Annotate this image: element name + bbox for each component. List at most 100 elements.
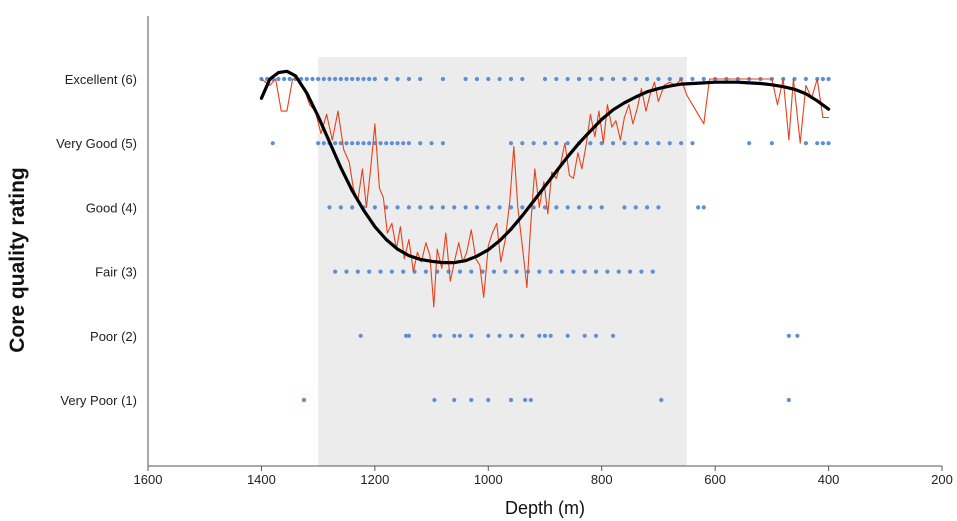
data-point [554, 205, 559, 210]
moving-average-line [260, 78, 830, 308]
data-point [542, 141, 548, 146]
data-point [622, 205, 627, 210]
data-point [559, 269, 565, 274]
data-point [820, 141, 826, 146]
data-point [350, 76, 355, 82]
data-point [304, 76, 309, 82]
data-point [548, 333, 553, 338]
data-point [378, 141, 383, 146]
data-point [367, 269, 372, 274]
data-point [616, 269, 621, 274]
data-point [514, 269, 519, 274]
data-point [622, 141, 627, 146]
x-axis-title: Depth (m) [505, 498, 585, 518]
data-point [701, 76, 706, 82]
data-point [497, 205, 502, 210]
data-point [361, 141, 366, 146]
data-point [452, 333, 457, 338]
data-point [786, 397, 791, 403]
data-point [542, 76, 548, 82]
y-axis-ticks: Very Poor (1) Poor (2) Fair (3) Good (4) Ver… [56, 72, 137, 408]
data-point [820, 76, 826, 82]
data-point [361, 76, 366, 82]
data-point [588, 205, 593, 210]
data-point [491, 269, 497, 274]
x-tick-label: 400 [818, 472, 840, 487]
data-point [795, 333, 800, 338]
data-point [344, 76, 349, 82]
data-point [701, 205, 706, 210]
data-point [826, 141, 831, 146]
data-point [452, 397, 457, 403]
data-point [644, 205, 650, 210]
x-tick-label: 600 [704, 472, 726, 487]
data-point [497, 76, 502, 82]
data-point [622, 76, 627, 82]
data-point [610, 76, 616, 82]
data-point [520, 141, 525, 146]
data-point [350, 141, 355, 146]
data-point [338, 76, 343, 82]
data-point [542, 333, 548, 338]
data-point [644, 141, 650, 146]
data-point [565, 76, 570, 82]
data-point [571, 269, 576, 274]
data-point [523, 397, 528, 403]
data-point [582, 333, 587, 338]
data-point [437, 333, 443, 338]
data-point [406, 141, 411, 146]
data-point [338, 141, 343, 146]
data-point [520, 76, 525, 82]
data-point [537, 333, 542, 338]
data-point [593, 333, 599, 338]
data-point [358, 333, 363, 338]
x-tick-label: 1200 [360, 472, 389, 487]
data-point [406, 76, 411, 82]
data-point [440, 76, 446, 82]
y-tick-label: Excellent (6) [65, 72, 137, 87]
data-point [588, 141, 593, 146]
data-point [344, 269, 349, 274]
series-lines [259, 69, 831, 308]
data-point [656, 141, 661, 146]
data-point [372, 205, 377, 210]
x-tick-label: 800 [591, 472, 613, 487]
data-point [469, 269, 474, 274]
data-point [355, 269, 360, 274]
data-point [644, 76, 650, 82]
data-point [497, 333, 502, 338]
data-point [667, 76, 672, 82]
data-point [355, 141, 360, 146]
data-point [316, 141, 321, 146]
data-point [815, 141, 820, 146]
data-point [696, 205, 701, 210]
data-point [826, 76, 831, 82]
data-point [406, 205, 411, 210]
data-point [384, 76, 389, 82]
data-point [429, 141, 434, 146]
data-point [432, 397, 437, 403]
data-point [554, 76, 559, 82]
data-point [576, 76, 582, 82]
data-point [659, 397, 664, 403]
data-point [610, 333, 616, 338]
data-point [333, 76, 338, 82]
data-point [367, 141, 372, 146]
data-point [633, 205, 638, 210]
data-point [582, 269, 587, 274]
data-point [301, 397, 307, 403]
data-point [633, 141, 638, 146]
data-point [650, 269, 655, 274]
data-point [440, 141, 446, 146]
data-point [633, 76, 638, 82]
y-axis-title: Core quality rating [6, 167, 29, 353]
data-point [656, 205, 661, 210]
data-point [457, 333, 463, 338]
trend-curve [259, 69, 831, 265]
data-point [418, 141, 423, 146]
data-point [355, 76, 360, 82]
data-point [384, 205, 389, 210]
data-point [627, 269, 633, 274]
data-point [599, 205, 604, 210]
